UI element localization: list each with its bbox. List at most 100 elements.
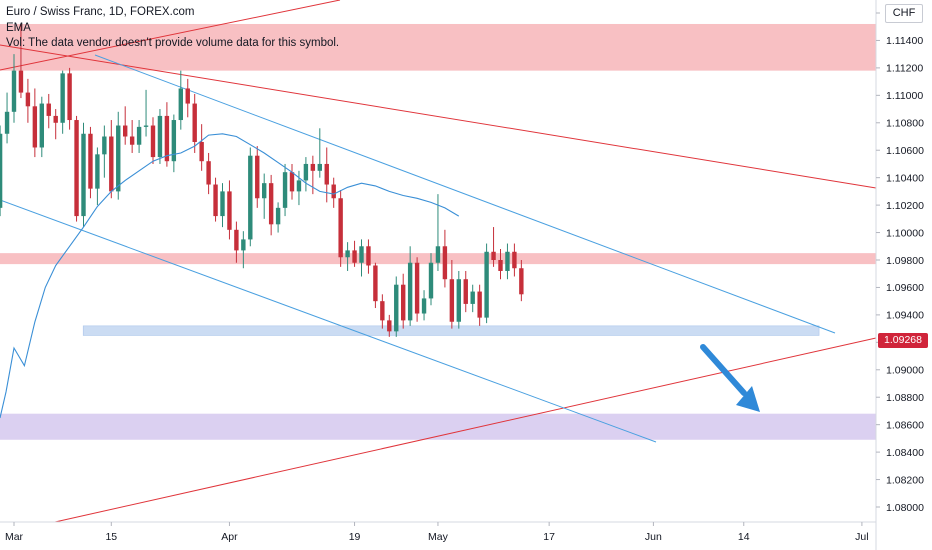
candle[interactable] [275, 202, 281, 233]
candle[interactable] [414, 257, 420, 322]
candle[interactable] [289, 163, 295, 200]
candle[interactable] [32, 88, 38, 158]
candle[interactable] [178, 70, 183, 130]
candle[interactable] [394, 276, 399, 337]
candle-body [345, 250, 350, 258]
candle[interactable] [282, 163, 288, 217]
time-tick-label: Mar [5, 531, 24, 543]
candle[interactable] [213, 177, 218, 222]
candle[interactable] [338, 190, 343, 267]
candle[interactable] [345, 242, 350, 271]
candle[interactable] [234, 221, 239, 263]
symbol-title[interactable]: Euro / Swiss Franc, 1D, FOREX.com [6, 6, 195, 18]
candle[interactable] [470, 284, 475, 313]
candle[interactable] [255, 146, 260, 208]
candle-body [401, 284, 406, 321]
candle[interactable] [268, 174, 274, 236]
candle[interactable] [491, 227, 496, 267]
candle[interactable] [109, 120, 114, 199]
candle[interactable] [303, 157, 309, 192]
zone-red-0[interactable] [0, 23, 876, 71]
candle[interactable] [401, 273, 406, 329]
currency-button[interactable]: CHF [885, 4, 923, 23]
candle[interactable] [220, 183, 225, 228]
candle[interactable] [477, 284, 482, 326]
candle[interactable] [157, 109, 163, 164]
candle[interactable] [442, 229, 448, 288]
channel-blue-lower-line[interactable] [0, 199, 657, 443]
candle[interactable] [505, 243, 510, 280]
candle[interactable] [206, 152, 211, 195]
candle[interactable] [241, 231, 246, 269]
candle[interactable] [81, 122, 86, 228]
candle[interactable] [296, 170, 302, 206]
ema-indicator-label[interactable]: EMA [6, 21, 31, 34]
candle[interactable] [199, 124, 204, 171]
candle[interactable] [102, 125, 107, 178]
candle[interactable] [4, 92, 10, 144]
trend-red-resistance-line[interactable] [0, 44, 877, 189]
candle-body [352, 250, 357, 263]
candle[interactable] [53, 109, 58, 140]
candle[interactable] [366, 239, 371, 274]
candle[interactable] [359, 239, 364, 277]
candle[interactable] [150, 117, 156, 164]
candle[interactable] [88, 126, 93, 199]
candle[interactable] [67, 67, 72, 130]
candle[interactable] [95, 147, 100, 206]
candle[interactable] [11, 54, 17, 123]
candle[interactable] [463, 270, 468, 313]
candle[interactable] [512, 243, 517, 277]
candle[interactable] [129, 120, 135, 153]
candle[interactable] [428, 253, 434, 306]
candle[interactable] [387, 314, 392, 337]
candle[interactable] [248, 147, 253, 247]
candle[interactable] [435, 194, 441, 271]
candle-body [95, 154, 100, 189]
trend-red-upper-line[interactable] [0, 0, 341, 71]
candle[interactable] [484, 243, 489, 324]
candle[interactable] [39, 96, 44, 158]
candle[interactable] [262, 173, 267, 219]
candle-body [18, 70, 24, 93]
candle[interactable] [192, 93, 197, 153]
zone-purple-3[interactable] [0, 413, 876, 440]
candle[interactable] [227, 180, 232, 240]
candle[interactable] [317, 128, 322, 178]
candle[interactable] [18, 23, 24, 99]
candle[interactable] [407, 246, 413, 326]
zone-blue-2[interactable] [82, 325, 820, 336]
candle[interactable] [171, 114, 177, 173]
candle-body [136, 126, 142, 145]
candle[interactable] [373, 262, 378, 309]
candle[interactable] [331, 177, 336, 208]
volume-indicator-label[interactable]: Vol: The data vendor doesn't provide vol… [6, 37, 340, 49]
candle[interactable] [116, 111, 121, 200]
candle[interactable] [60, 70, 65, 134]
candle[interactable] [456, 270, 461, 329]
candle[interactable] [519, 260, 524, 302]
last-price-label: 1.09268 [878, 333, 928, 348]
candle[interactable] [136, 120, 142, 153]
candle-body [477, 291, 482, 318]
candle[interactable] [143, 89, 149, 137]
candle[interactable] [449, 260, 455, 329]
channel-blue-upper-line[interactable] [94, 54, 836, 334]
candle-body [310, 163, 316, 171]
candle[interactable] [185, 78, 190, 118]
trend-red-support-line[interactable] [54, 337, 877, 523]
candle[interactable] [0, 125, 3, 217]
candle[interactable] [25, 78, 31, 123]
down-arrow-head[interactable] [736, 386, 760, 412]
candle[interactable] [123, 106, 128, 145]
candle[interactable] [46, 93, 51, 129]
candle[interactable] [380, 294, 385, 329]
candle[interactable] [352, 240, 357, 267]
candle-body [123, 125, 128, 137]
down-arrow-shaft[interactable] [700, 344, 747, 396]
candle[interactable] [421, 290, 427, 321]
candle[interactable] [498, 249, 503, 280]
candle-body [81, 133, 86, 217]
candle[interactable] [74, 115, 79, 222]
